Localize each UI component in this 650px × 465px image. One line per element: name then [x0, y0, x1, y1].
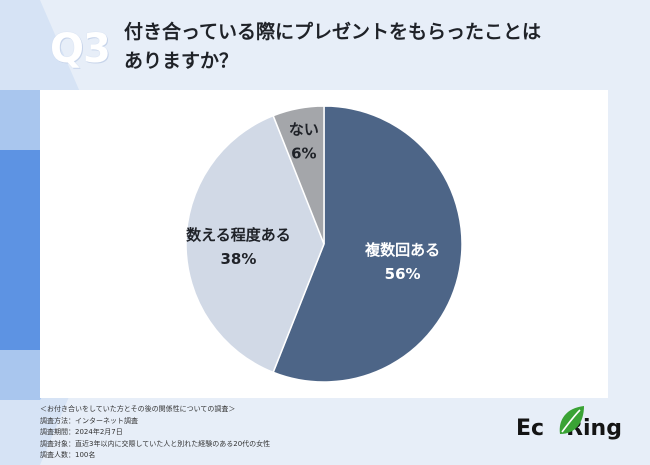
- notes-line-method: 調査方法：インターネット調査: [40, 416, 138, 425]
- notes-heading: ＜お付き合いをしていた方とその後の関係性についての調査＞: [40, 405, 236, 413]
- leaf-icon: [559, 406, 584, 434]
- pie-chart: 複数回ある 56% 数える程度ある 38% ない 6%: [185, 105, 463, 383]
- page-title: 付き合っている際にプレゼントをもらったことは ありますか？: [124, 18, 624, 76]
- title-line-1: 付き合っている際にプレゼントをもらったことは: [124, 21, 542, 43]
- survey-notes: ＜お付き合いをしていた方とその後の関係性についての調査＞ 調査方法：インターネッ…: [40, 404, 270, 462]
- slice-value-2: 6%: [291, 144, 316, 162]
- pie-slice-2: [272, 105, 325, 245]
- logo-text-before: Ec: [516, 416, 545, 441]
- title-line-2: ありますか？: [124, 50, 239, 72]
- notes-line-period: 調査期間：2024年2月7日: [40, 428, 123, 436]
- pie-slice-0: [272, 105, 463, 383]
- notes-line-count: 調査人数：100名: [40, 451, 96, 459]
- slice-label-0: 複数回ある: [364, 241, 440, 259]
- pie-slice-1: [185, 114, 325, 374]
- slice-value-1: 38%: [220, 250, 256, 268]
- question-number: Q3: [50, 26, 111, 72]
- slice-label-2: ない: [289, 120, 319, 138]
- chart-panel: 複数回ある 56% 数える程度ある 38% ない 6%: [40, 90, 608, 398]
- notes-line-target: 調査対象：直近3年以内に交際していた人と別れた経験のある20代の女性: [40, 439, 271, 448]
- slice-value-0: 56%: [385, 265, 421, 283]
- slice-label-1: 数える程度ある: [186, 226, 291, 244]
